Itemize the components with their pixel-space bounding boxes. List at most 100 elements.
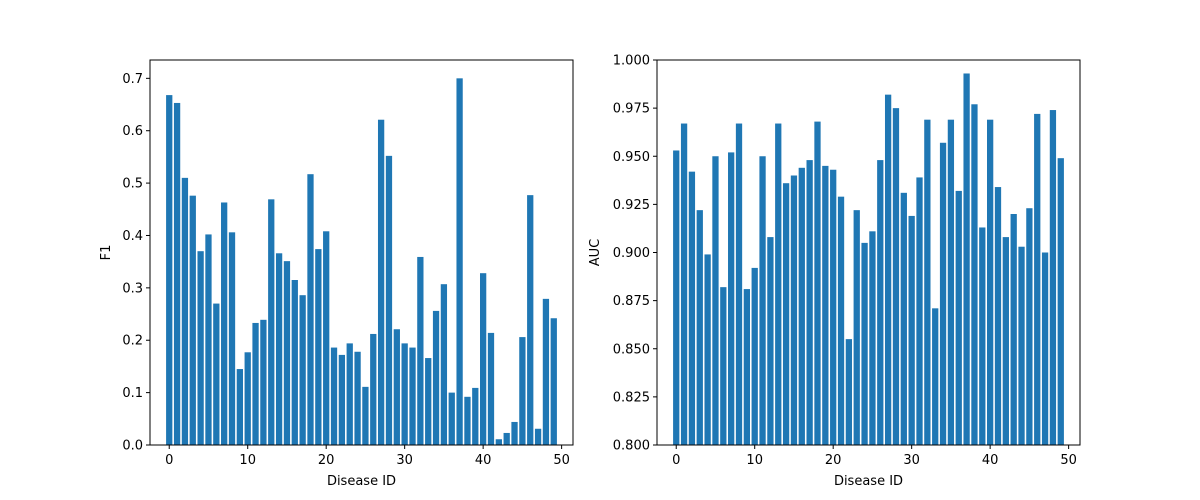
auc-x-tick-label: 0 [672,453,680,468]
f1-bar-6 [213,303,220,445]
auc-bar-35 [947,119,955,446]
auc-y-tick-label: 1.000 [613,54,650,69]
auc-bar-0 [673,150,680,446]
f1-bar-13 [268,199,275,445]
f1-bar-19 [315,249,322,445]
auc-y-tick-label: 0.900 [613,246,650,261]
auc-bar-7 [728,152,735,445]
f1-bar-20 [323,231,330,445]
auc-bar-20 [830,169,837,446]
auc-bar-29 [900,192,907,445]
f1-x-tick-label: 40 [475,453,492,468]
f1-bar-18 [307,174,314,445]
auc-bar-6 [720,287,727,445]
auc-bar-12 [767,237,774,445]
auc-bar-15 [790,175,798,445]
f1-chart: 0 10 20 30 40 50 0.0 0.1 0.2 0.3 0.4 0.5 0.6 0.7 Dis… [99,59,574,489]
f1-bar-38 [464,396,471,445]
f1-x-axis: 0 10 20 30 40 50 [165,445,570,468]
f1-bar-16 [291,280,298,445]
f1-bar-42 [495,439,502,445]
f1-bar-48 [542,298,550,445]
auc-bar-39 [979,227,986,445]
f1-bar-27 [377,119,385,446]
f1-bar-12 [260,319,267,445]
f1-x-axis-label: Disease ID [327,474,396,489]
f1-bar-33 [425,358,432,445]
f1-y-tick-label: 0.6 [122,124,143,139]
auc-bar-46 [1034,113,1041,446]
auc-bar-17 [806,160,813,445]
f1-bar-25 [362,386,369,445]
auc-bars [673,73,1064,446]
auc-bar-21 [837,196,845,445]
f1-bar-23 [346,343,353,445]
f1-bar-21 [330,347,338,445]
auc-bar-5 [712,156,719,445]
auc-bar-27 [884,94,892,446]
f1-bar-36 [448,392,455,445]
f1-bar-47 [534,428,542,445]
auc-bar-41 [994,187,1002,446]
f1-bars [166,78,557,446]
auc-bar-28 [892,108,900,445]
auc-bar-26 [877,160,884,445]
f1-bar-37 [456,78,463,445]
auc-x-tick-label: 40 [982,453,999,468]
f1-y-tick-label: 0.2 [122,334,143,349]
f1-y-tick-label: 0.5 [122,177,143,192]
auc-bar-19 [822,165,829,445]
auc-bar-13 [775,123,782,445]
auc-x-tick-label: 50 [1060,453,1077,468]
auc-bar-42 [1002,237,1009,445]
auc-bar-49 [1057,158,1064,445]
f1-y-tick-label: 0.7 [122,72,143,87]
f1-bar-8 [228,232,236,445]
auc-bar-31 [916,177,923,445]
f1-bar-0 [166,95,173,445]
f1-bar-40 [480,273,487,445]
f1-bar-4 [197,251,204,445]
auc-bar-23 [853,210,860,445]
auc-bar-22 [845,339,853,445]
auc-bar-3 [696,210,703,445]
auc-y-tick-label: 0.825 [613,390,650,405]
auc-x-axis-label: Disease ID [834,474,903,489]
auc-bar-48 [1049,110,1057,446]
auc-y-axis: 0.800 0.825 0.850 0.875 0.900 0.925 0.950 0.975… [613,54,657,454]
auc-y-axis-label: AUC [588,239,603,267]
f1-y-tick-label: 0.0 [122,439,143,454]
auc-bar-34 [939,142,947,445]
auc-bar-16 [798,167,805,446]
auc-y-tick-label: 0.925 [613,198,650,213]
auc-chart: 0 10 20 30 40 50 0.800 0.825 0.850 0.875 0.900 0.9… [588,54,1081,489]
f1-bar-44 [511,421,518,445]
auc-bar-36 [955,190,962,445]
f1-bar-29 [393,329,400,445]
f1-x-tick-label: 50 [553,453,570,468]
auc-bar-30 [908,215,915,445]
f1-bar-2 [181,177,189,446]
f1-y-tick-label: 0.1 [122,386,143,401]
auc-bar-33 [932,308,939,445]
f1-x-tick-label: 20 [318,453,335,468]
auc-bar-47 [1041,252,1049,445]
f1-bar-31 [409,347,416,445]
auc-bar-2 [688,171,696,445]
auc-bar-24 [861,242,868,446]
auc-bar-38 [971,104,978,445]
f1-y-tick-label: 0.3 [122,281,143,296]
f1-bar-46 [527,195,534,445]
auc-x-axis: 0 10 20 30 40 50 [672,445,1077,468]
auc-bar-8 [735,123,743,445]
auc-bar-25 [869,231,876,445]
f1-bar-14 [275,253,283,445]
auc-y-tick-label: 0.975 [613,102,650,117]
auc-bar-11 [759,156,766,445]
auc-bar-32 [924,119,931,446]
f1-x-tick-label: 0 [165,453,173,468]
f1-x-tick-label: 30 [396,453,413,468]
f1-bar-26 [370,333,377,445]
f1-y-axis-label: F1 [99,245,114,261]
f1-bar-3 [189,195,196,445]
